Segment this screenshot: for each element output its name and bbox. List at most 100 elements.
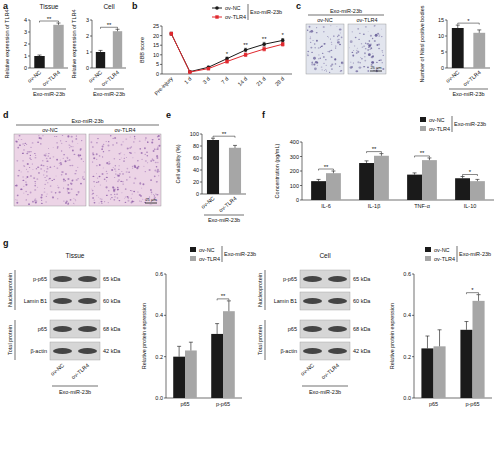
texture [365, 43, 366, 44]
texture [75, 199, 76, 201]
texture [22, 153, 23, 154]
texture [75, 170, 77, 172]
texture [36, 178, 38, 179]
texture [42, 135, 44, 136]
texture [46, 161, 48, 162]
texture [116, 142, 118, 144]
texture [40, 196, 42, 198]
texture [127, 200, 129, 202]
y-axis-label: Relative expression of TLR4 [71, 10, 77, 79]
texture [357, 28, 359, 30]
error-cap [233, 145, 237, 146]
texture [333, 35, 335, 36]
texture [47, 168, 49, 170]
texture [149, 169, 151, 170]
texture [68, 144, 69, 146]
texture [378, 44, 380, 46]
blot-band [53, 276, 72, 282]
y-tick-label: 0 [24, 65, 27, 71]
error-cap [38, 55, 42, 56]
texture [311, 62, 313, 63]
x-tick-label: ov-TLR4 [100, 69, 120, 87]
blot-strip [300, 270, 350, 288]
texture [70, 183, 72, 185]
y-tick-label: 10 [153, 52, 159, 58]
y-tick [300, 171, 302, 172]
texture [362, 46, 364, 47]
legend-label: ov-TLR4 [429, 126, 450, 132]
texture [132, 157, 133, 159]
texture [357, 51, 359, 53]
significance: ** [243, 42, 248, 48]
blot-background [50, 342, 100, 360]
texture [93, 199, 94, 200]
texture [370, 49, 371, 50]
texture [315, 61, 318, 63]
error-bar [226, 57, 229, 60]
legend-swatch [420, 117, 426, 122]
texture [307, 51, 309, 53]
texture [46, 175, 48, 176]
texture [358, 39, 359, 40]
bar [422, 160, 437, 200]
blot-lane-group: Exo-miR-23b [309, 389, 341, 395]
texture [363, 34, 365, 36]
x-tick-label: p65 [429, 401, 438, 407]
texture [80, 183, 82, 185]
error-bar [263, 47, 266, 51]
error-bar [244, 53, 247, 56]
texture [34, 189, 36, 191]
texture [307, 54, 308, 55]
error-bar [456, 25, 460, 28]
texture [141, 152, 143, 154]
texture [96, 195, 97, 196]
texture [67, 159, 68, 161]
y-tick-label: 5 [156, 61, 159, 67]
bar [185, 350, 197, 398]
texture [337, 36, 338, 37]
texture [370, 44, 372, 45]
texture [99, 164, 101, 166]
blot-band [328, 276, 347, 282]
y-tick-label: 0 [86, 65, 89, 71]
error-bar [207, 67, 210, 69]
blot-band [328, 326, 347, 332]
texture [46, 158, 48, 160]
x-axis-label: Exo-miR-23b [452, 91, 484, 97]
texture [375, 34, 378, 37]
blot-band [78, 326, 97, 332]
texture [121, 157, 122, 159]
texture [339, 44, 341, 46]
texture [121, 192, 122, 194]
texture [28, 151, 30, 152]
texture [69, 147, 70, 149]
error-bar [57, 23, 61, 25]
texture [131, 198, 132, 199]
texture [120, 181, 122, 182]
error-bar [438, 330, 442, 347]
texture [65, 160, 67, 162]
texture [324, 69, 325, 71]
error-cap [477, 294, 481, 295]
y-tick-label: 80 [193, 143, 199, 149]
texture [66, 157, 68, 159]
texture [25, 143, 27, 144]
texture [133, 183, 135, 184]
texture [369, 40, 371, 41]
y-tick-label: 10 [438, 33, 444, 39]
y-tick-label: 2 [24, 41, 27, 47]
blot-band [78, 276, 97, 282]
texture [330, 25, 331, 27]
texture [350, 40, 353, 43]
texture [156, 166, 158, 167]
texture [101, 173, 103, 175]
significance: * [467, 18, 470, 24]
texture [351, 52, 353, 53]
y-tick [28, 32, 30, 33]
texture [77, 167, 78, 168]
texture [63, 158, 64, 159]
texture [71, 165, 73, 166]
texture [16, 184, 18, 185]
blot-background [300, 320, 350, 338]
texture [335, 47, 336, 48]
